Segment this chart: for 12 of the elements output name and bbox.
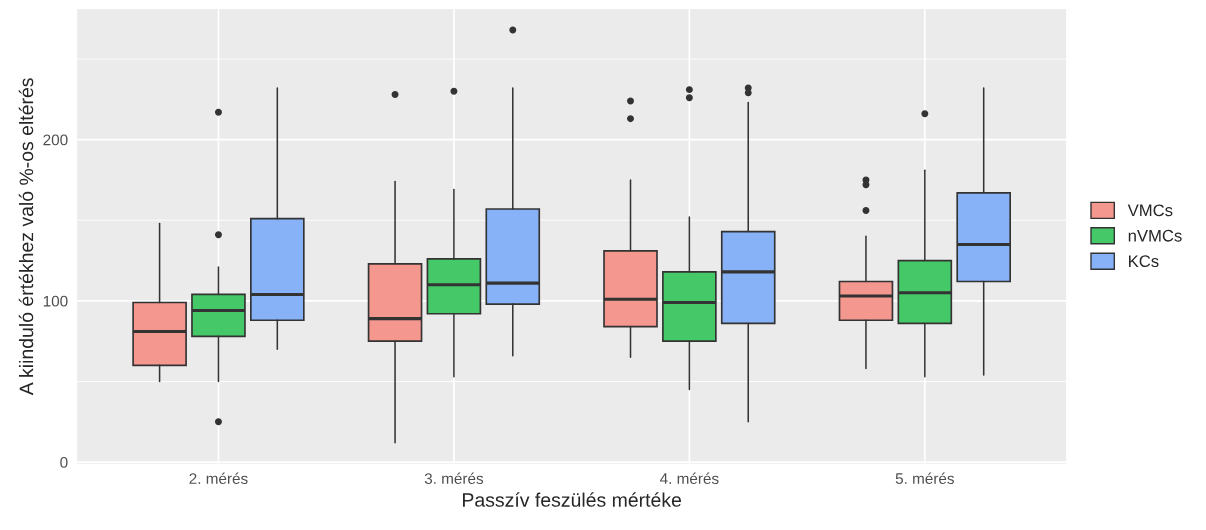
- y-axis-title: A kiinduló értékhez való %-os eltérés: [18, 78, 34, 396]
- y-tick-label: 0: [60, 457, 68, 468]
- legend-label: nVMCs: [1128, 229, 1182, 242]
- legend-label: KCs: [1129, 255, 1159, 268]
- legend-label: VMCs: [1127, 204, 1173, 217]
- x-tick-label: 5. mérés: [895, 472, 954, 484]
- y-tick-label: 100: [43, 295, 68, 307]
- x-axis-title: Passzív feszülés mértéke: [463, 492, 682, 507]
- y-tick-label: 200: [43, 134, 68, 146]
- x-tick-label: 4. mérés: [660, 472, 719, 484]
- x-tick-label: 2. mérés: [189, 472, 248, 484]
- x-tick-label: 3. mérés: [424, 472, 484, 484]
